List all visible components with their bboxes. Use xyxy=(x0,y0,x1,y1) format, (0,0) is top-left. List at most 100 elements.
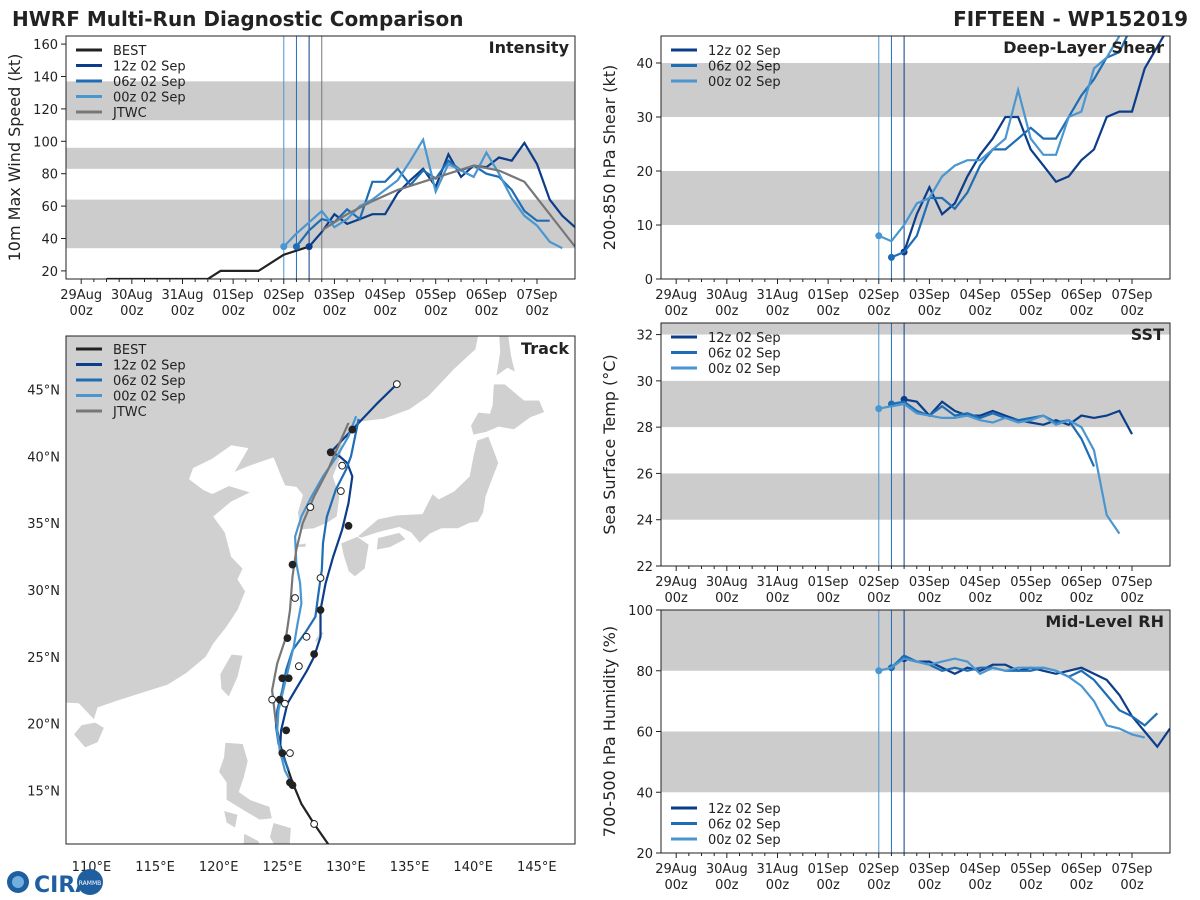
mindoro xyxy=(223,810,239,829)
lon-label: 125°E xyxy=(263,860,303,875)
track-point-run00 xyxy=(294,662,303,671)
x-tick-label: 29Aug 00z xyxy=(60,288,102,319)
lon-label: 110°E xyxy=(72,860,112,875)
y-tick-label: 40 xyxy=(636,57,653,72)
hainan xyxy=(73,721,105,749)
init-point-run00 xyxy=(875,667,883,675)
y-tick-label: 24 xyxy=(636,514,653,529)
track-point-best xyxy=(310,820,319,828)
track-point-run12 xyxy=(348,425,357,434)
x-tick-label: 01Sep 00z xyxy=(808,575,849,606)
track-point-run12 xyxy=(280,699,289,708)
x-tick-label: 07Sep 00z xyxy=(1111,288,1152,319)
kyushu xyxy=(340,536,370,577)
track-point-run12 xyxy=(344,521,353,530)
y-tick-label: 60 xyxy=(636,726,653,741)
track-point-jtwc xyxy=(282,726,291,735)
series-line-run06 xyxy=(295,159,550,248)
y-tick-label: 80 xyxy=(636,665,653,680)
lat-label: 15°N xyxy=(27,785,60,800)
x-tick-label: 30Aug 00z xyxy=(111,288,153,319)
x-tick-label: 29Aug 00z xyxy=(655,575,697,606)
y-tick-label: 30 xyxy=(636,111,653,126)
track-point-run12 xyxy=(326,448,335,457)
x-tick-label: 29Aug 00z xyxy=(655,862,697,893)
y-tick-label: 40 xyxy=(636,786,653,801)
lon-label: 120°E xyxy=(199,860,239,875)
rammb-logo-text: RAMMB xyxy=(79,880,102,887)
series-line-best xyxy=(106,245,310,279)
track-point-run12 xyxy=(316,606,325,614)
lon-label: 115°E xyxy=(135,860,175,875)
x-tick-label: 04Sep 00z xyxy=(960,575,1001,606)
x-tick-label: 04Sep 00z xyxy=(960,288,1001,319)
series-line-jtwc xyxy=(321,164,575,248)
track-point-run12 xyxy=(310,650,319,659)
sakhalin xyxy=(495,336,516,377)
figure-title: HWRF Multi-Run Diagnostic Comparison xyxy=(12,7,463,31)
track-point-run06 xyxy=(336,487,345,495)
x-tick-label: 06Sep 00z xyxy=(1061,862,1102,893)
y-tick-label: 0 xyxy=(645,273,653,288)
legend-label: 00z 02 Sep xyxy=(113,390,186,405)
legend-label: JTWC xyxy=(112,106,147,121)
x-tick-label: 31Aug 00z xyxy=(757,288,799,319)
track-point-jtwc xyxy=(284,674,293,683)
panel-title: Mid-Level RH xyxy=(1045,612,1164,631)
x-tick-label: 31Aug 00z xyxy=(757,862,799,893)
honshu xyxy=(356,435,499,544)
x-tick-label: 07Sep 00z xyxy=(516,288,557,319)
track-point-jtwc xyxy=(278,674,287,683)
y-tick-label: 20 xyxy=(636,847,653,862)
cira-logo: CIRA RAMMB xyxy=(7,869,103,898)
y-tick-label: 60 xyxy=(41,200,58,215)
x-tick-label: 01Sep 00z xyxy=(213,288,254,319)
y-tick-label: 140 xyxy=(33,71,58,86)
legend-label: 00z 02 Sep xyxy=(113,91,186,106)
x-tick-label: 30Aug 00z xyxy=(706,288,748,319)
y-tick-label: 22 xyxy=(636,560,653,575)
track-point-run00 xyxy=(291,594,299,602)
hokkaido xyxy=(470,383,545,436)
axes-frame xyxy=(660,35,1171,280)
y-tick-label: 28 xyxy=(636,421,653,436)
y-tick-label: 30 xyxy=(636,375,653,390)
legend-label: 12z 02 Sep xyxy=(708,802,781,817)
track-point-run12 xyxy=(392,380,401,389)
y-tick-label: 120 xyxy=(33,103,58,118)
shaded-band xyxy=(661,380,1170,428)
legend-label: 12z 02 Sep xyxy=(113,60,186,75)
legend-label: 12z 02 Sep xyxy=(113,359,186,374)
x-tick-label: 03Sep 00z xyxy=(909,862,950,893)
panel-title: Track xyxy=(521,339,569,358)
x-tick-label: 05Sep 00z xyxy=(1010,575,1051,606)
y-tick-label: 32 xyxy=(636,329,653,344)
track-line-run00 xyxy=(276,415,358,786)
legend-label: 06z 02 Sep xyxy=(708,347,781,362)
x-tick-label: 02Sep 00z xyxy=(858,862,899,893)
x-tick-label: 04Sep 00z xyxy=(960,862,1001,893)
lat-label: 30°N xyxy=(27,584,60,599)
shaded-band xyxy=(661,731,1170,793)
y-tick-label: 20 xyxy=(636,165,653,180)
x-tick-label: 05Sep 00z xyxy=(415,288,456,319)
y-tick-label: 80 xyxy=(41,168,58,183)
init-point-run06 xyxy=(887,253,895,261)
series-line-run06 xyxy=(890,654,1159,727)
x-tick-label: 06Sep 00z xyxy=(1061,575,1102,606)
rh-panel: 20 40 60 80 100 29Aug 00z 30Aug 00z 31Aug 00z 01Sep… xyxy=(600,604,1171,893)
track-point-jtwc xyxy=(283,634,292,643)
legend-label: 12z 02 Sep xyxy=(708,44,781,59)
lat-label: 40°N xyxy=(27,450,60,465)
legend-label: BEST xyxy=(113,343,146,358)
track-point-run00 xyxy=(306,503,315,512)
panel-title: Intensity xyxy=(489,38,570,57)
shear-panel: 0 10 20 30 40 29Aug 00z 30Aug 00z 31Aug 00z 01Sep 00… xyxy=(600,35,1171,319)
x-tick-label: 30Aug 00z xyxy=(706,862,748,893)
track-point-run06 xyxy=(338,461,347,470)
y-tick-label: 10 xyxy=(636,219,653,234)
init-point-run00 xyxy=(875,232,883,240)
lon-label: 140°E xyxy=(453,860,493,875)
map-frame xyxy=(65,335,576,845)
series-line-run12 xyxy=(903,36,1165,253)
